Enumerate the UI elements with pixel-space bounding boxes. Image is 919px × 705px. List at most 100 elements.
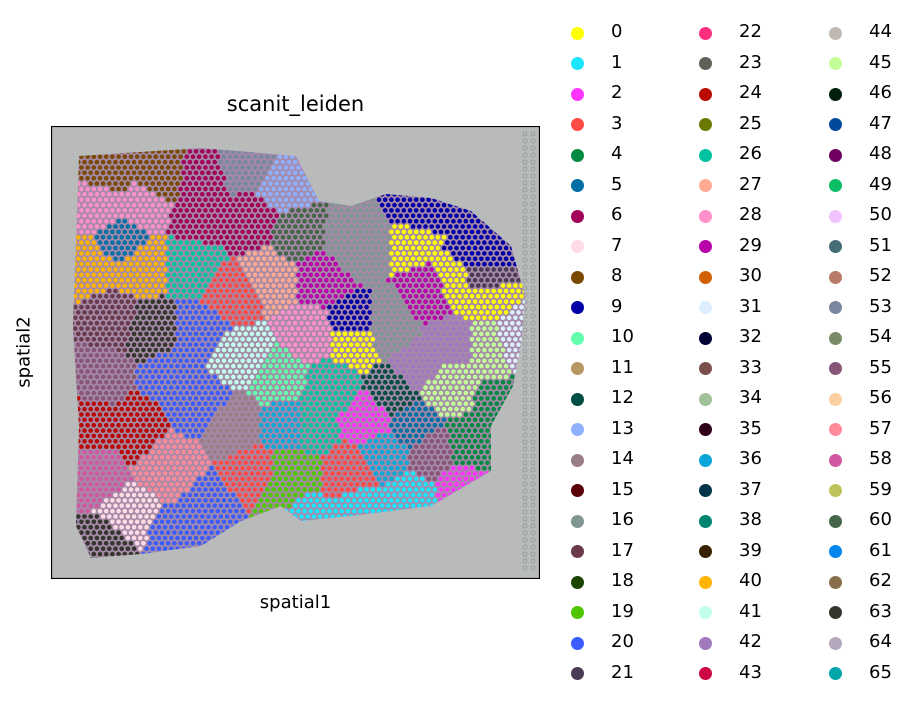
spot <box>221 315 227 321</box>
spot <box>355 245 360 251</box>
spot <box>178 186 183 192</box>
spot <box>389 208 394 213</box>
spot <box>203 455 208 460</box>
spot <box>410 224 416 229</box>
spot <box>107 256 112 262</box>
spot <box>438 412 444 417</box>
spot <box>110 315 115 321</box>
spot <box>451 218 456 224</box>
spot <box>274 320 279 326</box>
spot <box>131 396 137 401</box>
spot <box>246 197 252 202</box>
spot <box>413 251 419 256</box>
spot <box>209 444 214 450</box>
spot <box>116 498 121 503</box>
spot <box>293 181 298 186</box>
spot <box>460 224 466 229</box>
spot <box>376 369 382 374</box>
spot <box>345 315 351 321</box>
spot <box>249 482 255 487</box>
spot <box>379 460 385 466</box>
spot <box>85 304 90 310</box>
spot <box>289 165 295 170</box>
spot <box>432 304 438 310</box>
spot <box>196 476 202 482</box>
spot <box>376 455 382 460</box>
spot <box>283 476 289 482</box>
spot <box>367 310 373 315</box>
spot <box>314 294 320 299</box>
spot <box>324 428 329 433</box>
spot <box>311 331 317 337</box>
spot <box>131 224 137 229</box>
spot <box>345 283 351 288</box>
spot <box>227 251 233 256</box>
spot <box>327 251 332 256</box>
spot <box>76 342 81 347</box>
spot <box>85 508 90 514</box>
spot <box>293 396 298 401</box>
spot <box>262 492 267 498</box>
spot <box>175 149 180 154</box>
spot <box>187 417 193 423</box>
spot <box>141 498 146 503</box>
spot <box>110 498 115 503</box>
spot <box>107 492 112 498</box>
spot <box>503 353 509 358</box>
spot <box>187 320 193 326</box>
spot <box>389 369 394 374</box>
spot <box>379 224 385 229</box>
spot <box>330 492 335 498</box>
spot <box>398 310 404 315</box>
spot <box>122 358 128 364</box>
spot <box>438 315 444 321</box>
spot <box>156 514 162 519</box>
spot <box>193 482 199 487</box>
spot <box>510 331 515 337</box>
spot <box>243 482 248 487</box>
spot <box>364 304 369 310</box>
spot <box>165 294 171 299</box>
spot <box>234 347 239 353</box>
spot <box>246 390 252 396</box>
spot <box>469 315 475 321</box>
spot <box>125 385 131 390</box>
spot <box>475 444 481 450</box>
spot <box>97 433 103 439</box>
spot <box>441 310 447 315</box>
spot <box>113 170 118 176</box>
spot <box>159 251 165 256</box>
spot <box>293 288 298 294</box>
spot <box>426 379 431 385</box>
fiducial-dot <box>522 250 528 256</box>
spot <box>373 288 379 294</box>
spot <box>293 503 298 509</box>
spot <box>516 320 521 326</box>
spot <box>240 347 245 353</box>
spot <box>147 498 152 503</box>
spot <box>193 192 199 197</box>
spot <box>469 465 475 471</box>
spot <box>94 492 100 498</box>
spot <box>85 175 90 181</box>
fiducial-dot <box>530 495 536 501</box>
spot <box>249 299 255 304</box>
spot <box>156 299 162 304</box>
spot <box>82 331 87 337</box>
spot <box>237 213 242 219</box>
spot <box>358 337 363 342</box>
spot <box>215 465 221 471</box>
fiducial-dot <box>530 460 536 466</box>
spot <box>358 508 363 514</box>
spot <box>131 406 137 412</box>
spot <box>426 304 431 310</box>
spot <box>333 444 338 450</box>
spot <box>324 288 329 294</box>
spot <box>131 374 137 380</box>
spot <box>426 208 431 213</box>
spot <box>351 455 357 460</box>
spot <box>457 433 462 439</box>
spot <box>144 159 149 165</box>
spot <box>165 444 171 450</box>
spot <box>218 471 224 476</box>
